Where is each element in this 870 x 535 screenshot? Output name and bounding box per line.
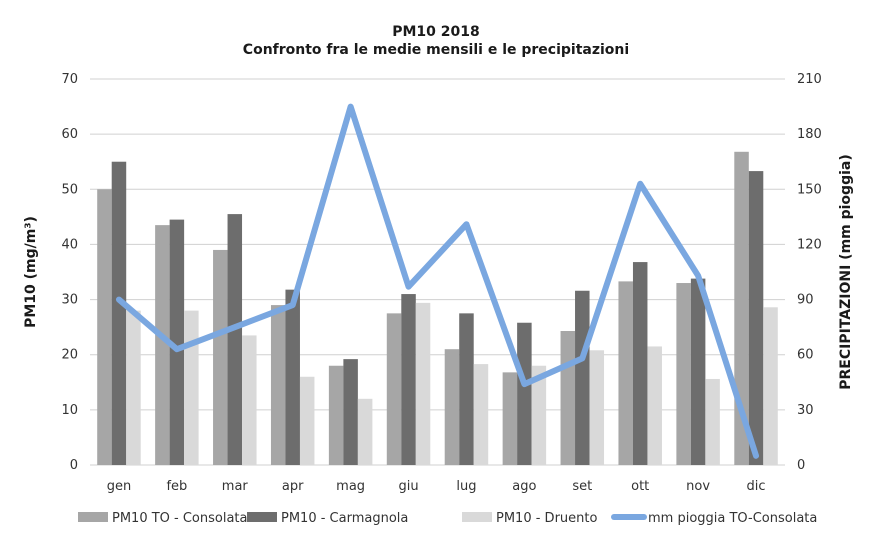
y-tick-label: 10 (61, 403, 78, 418)
y-tick-label: 30 (61, 293, 78, 308)
bar (155, 225, 170, 465)
bar (473, 364, 489, 465)
bar (227, 214, 243, 465)
y-axis-title: PM10 (mg/m³) (23, 216, 39, 328)
bar (575, 290, 590, 465)
bar (748, 171, 764, 466)
y2-tick-label: 30 (797, 403, 814, 418)
bar (690, 278, 706, 465)
x-tick-label: feb (166, 479, 187, 494)
x-tick-label: dic (747, 479, 766, 494)
x-tick-label: apr (282, 479, 304, 494)
y-tick-label: 50 (61, 182, 78, 197)
bar (184, 310, 199, 465)
bar (589, 350, 605, 465)
bar (517, 322, 532, 465)
bar (401, 294, 416, 465)
x-axis-ticks: gen feb mar apr mag giu lug ago set ott nov dic (107, 479, 766, 494)
rain-line (115, 103, 760, 459)
y-tick-label: 70 (61, 72, 78, 87)
bar (299, 376, 315, 465)
y-tick-label: 60 (61, 127, 78, 142)
bar (531, 365, 547, 465)
left-axis-ticks: 0 10 20 30 40 50 60 70 (61, 72, 78, 473)
y-tick-label: 40 (61, 237, 78, 252)
bar (111, 161, 127, 465)
bar (169, 219, 185, 465)
rain-series-line (115, 103, 760, 459)
bar (560, 331, 576, 465)
chart-subtitle: Confronto fra le medie mensili e le prec… (243, 42, 629, 58)
chart-title: PM10 2018 (392, 24, 480, 40)
bars (97, 151, 778, 466)
bar (618, 281, 633, 465)
x-tick-label: ago (512, 479, 536, 494)
gridlines (90, 78, 785, 466)
y2-tick-label: 120 (797, 237, 822, 252)
bar (285, 289, 300, 465)
x-tick-label: gen (107, 479, 132, 494)
y-tick-label: 20 (61, 348, 78, 363)
bar (415, 302, 431, 465)
x-tick-label: ott (631, 479, 649, 494)
y2-tick-label: 0 (797, 458, 805, 473)
bar (734, 151, 749, 465)
bar (676, 283, 691, 465)
legend-label: PM10 - Carmagnola (281, 511, 408, 526)
bar (386, 313, 402, 465)
bar (357, 398, 373, 465)
legend-swatch (247, 512, 277, 522)
x-tick-label: set (572, 479, 592, 494)
y2-tick-label: 180 (797, 127, 822, 142)
x-tick-label: nov (686, 479, 710, 494)
bar (328, 365, 344, 465)
legend: PM10 TO - Consolata PM10 - Carmagnola PM10… (78, 511, 817, 526)
y2-tick-label: 210 (797, 72, 822, 87)
bar (343, 359, 358, 465)
y2-axis-title: PRECIPITAZIONI (mm pioggia) (838, 154, 854, 390)
bar (502, 372, 518, 465)
bar (213, 249, 228, 465)
y2-tick-label: 90 (797, 293, 814, 308)
x-tick-label: mar (222, 479, 249, 494)
x-tick-label: mag (336, 479, 365, 494)
bar (705, 378, 720, 465)
right-axis-ticks: 0 30 60 90 120 150 180 210 (797, 72, 822, 473)
bar (459, 313, 474, 465)
bar (444, 349, 460, 465)
bar (270, 305, 286, 465)
y-tick-label: 0 (70, 458, 78, 473)
x-tick-label: lug (456, 479, 476, 494)
legend-label: PM10 TO - Consolata (112, 511, 248, 526)
bar (647, 346, 662, 465)
bar (242, 335, 257, 465)
bar (126, 310, 141, 465)
legend-swatch (78, 512, 108, 522)
bar (632, 262, 648, 465)
legend-label: PM10 - Druento (496, 511, 597, 526)
legend-swatch (462, 512, 492, 522)
y2-tick-label: 60 (797, 348, 814, 363)
bar (97, 189, 112, 466)
y2-tick-label: 150 (797, 182, 822, 197)
x-tick-label: giu (398, 479, 418, 494)
legend-label: mm pioggia TO-Consolata (648, 511, 817, 526)
bar (763, 307, 778, 465)
